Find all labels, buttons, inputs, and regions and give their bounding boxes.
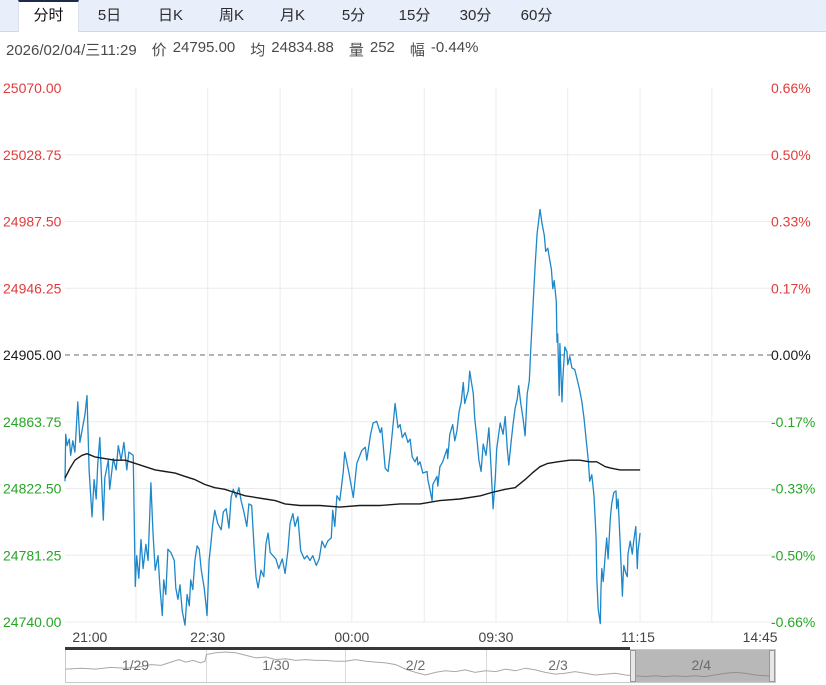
y-axis-percent-label: -0.17% [771, 414, 815, 430]
tab-weekly-k[interactable]: 周K [218, 7, 244, 24]
y-axis-price-label: 25028.75 [3, 147, 62, 163]
navigator-date-label: 1/29 [121, 657, 150, 673]
change-value: -0.44% [430, 38, 479, 56]
quote-statusbar: 2026/02/04/三11:29 价 24795.00 均 24834.88 … [6, 38, 478, 60]
y-axis-percent-label: 0.66% [771, 80, 811, 96]
y-axis-percent-label: 0.17% [771, 280, 811, 296]
tab-daily-k[interactable]: 日K [157, 7, 183, 24]
x-axis-time-label: 14:45 [743, 629, 778, 645]
y-axis-percent-label: -0.33% [771, 481, 815, 497]
y-axis-price-label: 25070.00 [3, 80, 62, 96]
x-axis-time-label: 11:15 [621, 629, 655, 645]
y-axis-percent-label: 0.50% [771, 147, 811, 163]
period-tabbar: 分时 5日 日K 周K 月K 5分 15分 30分 60分 [0, 0, 826, 32]
navigator-day-separator [345, 650, 347, 682]
status-average: 均 24834.88 [250, 39, 334, 60]
x-axis-time-label: 22:30 [190, 629, 225, 645]
date-range-navigator[interactable]: 1/29 1/30 2/2 2/3 2/4 [65, 647, 776, 683]
average-line [64, 453, 641, 508]
volume-label: 量 [348, 41, 364, 59]
price-label: 价 [151, 41, 167, 59]
navigator-date-label: 2/2 [405, 657, 426, 673]
volume-value: 252 [369, 38, 395, 56]
price-line [64, 208, 641, 626]
navigator-date-label: 2/3 [548, 657, 568, 673]
x-axis-time-label: 21:00 [72, 629, 107, 645]
y-axis-percent-label: -0.66% [771, 614, 815, 630]
x-axis-time-label: 00:00 [334, 629, 369, 645]
price-value: 24795.00 [172, 38, 236, 56]
navigator-date-label: 1/30 [262, 657, 290, 673]
tab-30min[interactable]: 30分 [459, 7, 492, 24]
y-axis-price-label: 24987.50 [3, 214, 62, 230]
y-axis-price-label: 24740.00 [3, 614, 62, 630]
navigator-day-separator [485, 650, 487, 682]
tab-monthly-k[interactable]: 月K [279, 7, 305, 24]
navigator-selected-range[interactable] [630, 650, 775, 682]
status-change: 幅 -0.44% [410, 39, 479, 60]
status-volume: 量 252 [349, 39, 395, 60]
y-axis-price-label: 24863.75 [3, 414, 62, 430]
status-price: 价 24795.00 [152, 39, 236, 60]
navigator-left-handle[interactable] [630, 650, 637, 682]
average-label: 均 [250, 41, 266, 59]
navigator-scroll-track[interactable] [65, 647, 631, 650]
tab-15min[interactable]: 15分 [398, 7, 431, 24]
tab-timeline[interactable]: 分时 [18, 0, 79, 32]
navigator-date-label: 2/4 [691, 657, 711, 673]
y-axis-percent-label: -0.50% [771, 547, 815, 563]
y-axis-percent-label: 0.33% [771, 214, 811, 230]
navigator-day-separator [205, 650, 207, 682]
tab-5day[interactable]: 5日 [97, 7, 122, 24]
y-axis-price-label: 24905.00 [3, 347, 62, 363]
y-axis-price-label: 24946.25 [3, 280, 62, 296]
tab-60min[interactable]: 60分 [520, 7, 553, 24]
navigator-right-handle[interactable] [769, 650, 775, 682]
change-label: 幅 [409, 41, 425, 59]
status-datetime: 2026/02/04/三11:29 [6, 41, 137, 59]
y-axis-price-label: 24781.25 [3, 547, 62, 563]
x-axis-time-label: 09:30 [478, 629, 513, 645]
tab-5min[interactable]: 5分 [341, 7, 366, 24]
y-axis-percent-label: 0.00% [771, 347, 811, 363]
y-axis-price-label: 24822.50 [3, 481, 62, 497]
average-value: 24834.88 [271, 38, 334, 56]
